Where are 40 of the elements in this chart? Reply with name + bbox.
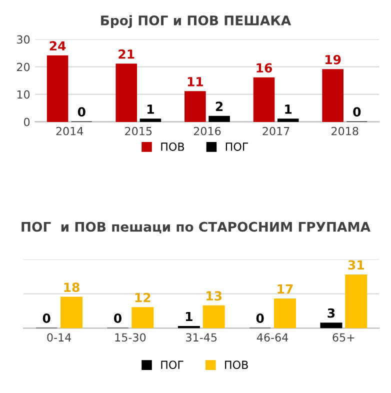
x-tick-label: 2015	[125, 126, 152, 136]
data-label: 18	[64, 282, 80, 292]
x-tick-label: 2016	[194, 126, 221, 136]
data-label: 11	[188, 77, 204, 86]
x-tick-label: 2014	[56, 126, 84, 136]
chart-title: Број ПОГ и ПОВ ПЕШАКА	[101, 15, 292, 28]
x-tick-label: 0-14	[47, 333, 72, 342]
data-label: 1	[285, 104, 292, 114]
data-label: 17	[278, 284, 293, 294]
y-tick-label: 10	[17, 90, 30, 99]
x-tick-label: 46-64	[256, 333, 288, 342]
data-label: 0	[114, 314, 122, 323]
data-label: 0	[256, 314, 264, 323]
data-label: 0	[78, 107, 86, 117]
x-tick-label: 31-45	[186, 333, 217, 342]
data-label: 21	[118, 49, 134, 59]
x-tick-label: 65+	[332, 333, 354, 342]
data-label: 13	[206, 291, 222, 301]
x-tick-label: 2018	[332, 126, 358, 136]
legend-label: ПОВ	[225, 360, 248, 370]
data-label: 12	[135, 292, 150, 302]
data-label: 16	[256, 63, 272, 73]
legend-label: ПОГ	[161, 360, 184, 370]
x-tick-label: 15-30	[115, 333, 146, 342]
y-tick-label: 0	[24, 118, 30, 126]
data-label: 1	[148, 104, 154, 114]
y-tick-label: 20	[17, 62, 30, 72]
x-tick-label: 2017	[262, 126, 290, 136]
data-label: 19	[326, 54, 341, 64]
data-label: 1	[186, 312, 192, 322]
data-label: 3	[328, 308, 335, 318]
chart-title: ПОГ и ПОВ пешаци по СТАРОСНИМ ГРУПАМА	[22, 222, 370, 234]
data-label: 2	[216, 102, 223, 111]
data-label: 31	[348, 260, 364, 270]
data-label: 0	[353, 107, 361, 117]
data-label: 0	[42, 314, 50, 323]
legend-label: ПОВ	[161, 142, 184, 151]
legend-label: ПОГ	[226, 142, 248, 151]
data-label: 24	[50, 41, 66, 50]
y-tick-label: 30	[17, 35, 30, 44]
